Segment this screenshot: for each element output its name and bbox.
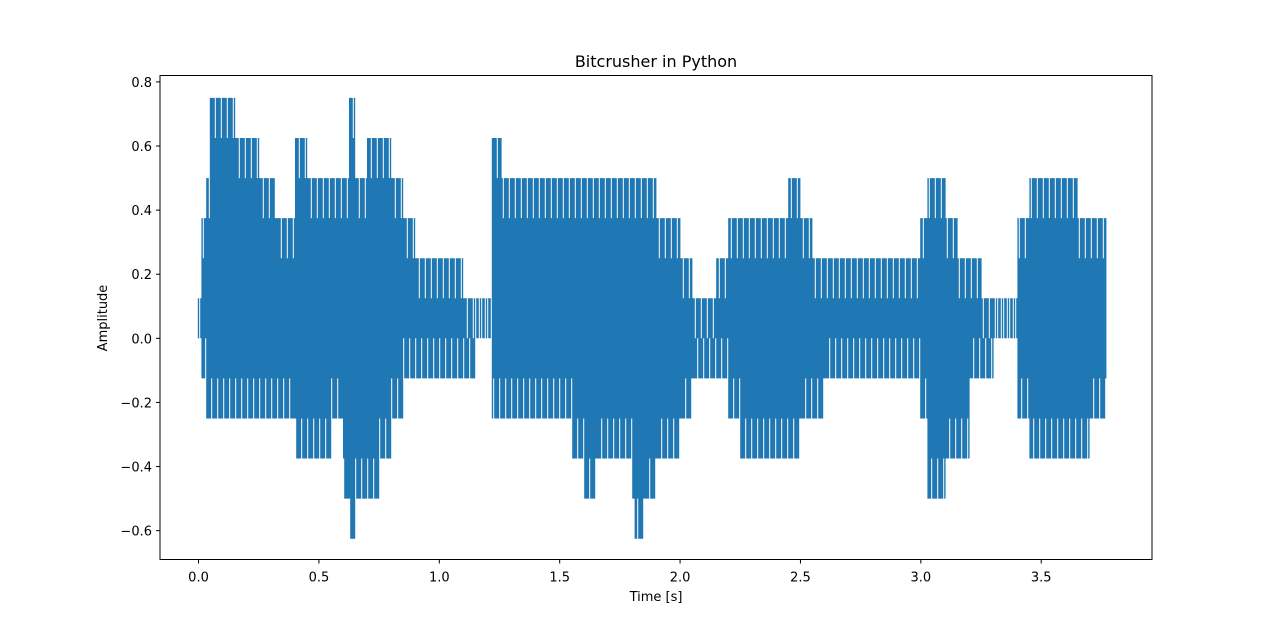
x-axis: 0.0 0.5 1.0 1.5 2.0 2.5 3.0 3.5 (188, 559, 1052, 586)
chart-title: Bitcrusher in Python (575, 52, 737, 71)
y-tick-label: 0.0 (131, 332, 152, 347)
y-tick-label: 0.6 (131, 140, 152, 155)
x-tick-label: 1.0 (429, 571, 450, 586)
waveform-series (197, 97, 1107, 539)
y-axis-label: Amplitude (96, 285, 111, 352)
x-tick-label: 0.0 (188, 571, 209, 586)
y-tick-label: 0.2 (131, 268, 152, 283)
y-tick-label: −0.2 (120, 396, 152, 411)
y-tick-label: −0.4 (120, 461, 152, 476)
x-axis-label: Time [s] (629, 590, 683, 605)
y-tick-label: −0.6 (120, 525, 152, 540)
x-tick-label: 0.5 (309, 571, 330, 586)
x-tick-label: 3.0 (911, 571, 932, 586)
waveform-line (197, 97, 1107, 539)
plot-frame (159, 75, 1153, 560)
x-tick-label: 3.5 (1031, 571, 1052, 586)
y-tick-label: 0.4 (131, 204, 152, 219)
y-axis: −0.6 −0.4 −0.2 0.0 0.2 0.4 0.6 0.8 (120, 76, 160, 540)
y-tick-label: 0.8 (131, 76, 152, 91)
x-tick-label: 2.5 (790, 571, 811, 586)
x-tick-label: 2.0 (670, 571, 691, 586)
x-tick-label: 1.5 (549, 571, 570, 586)
